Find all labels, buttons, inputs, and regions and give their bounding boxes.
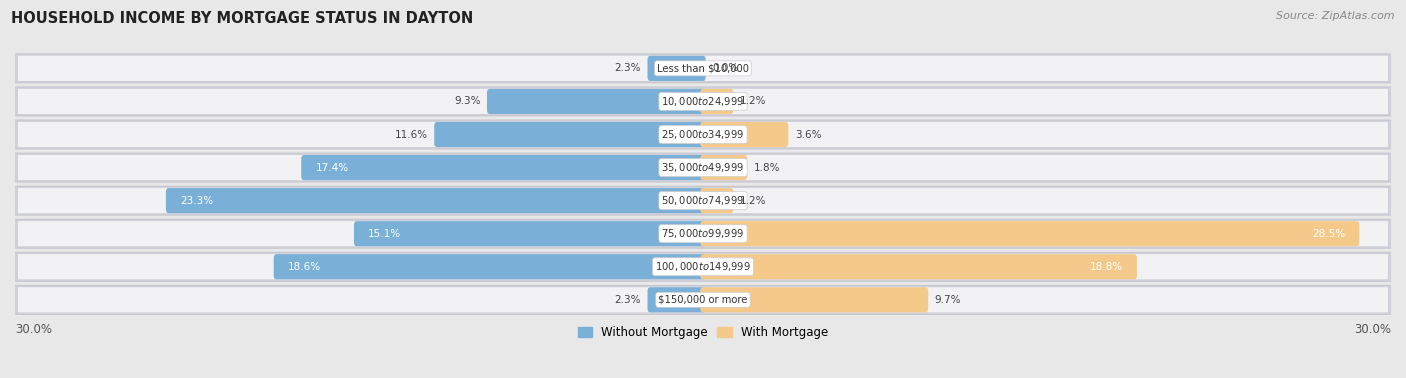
FancyBboxPatch shape <box>434 122 706 147</box>
Text: Source: ZipAtlas.com: Source: ZipAtlas.com <box>1277 11 1395 21</box>
FancyBboxPatch shape <box>14 87 1392 116</box>
Text: 1.2%: 1.2% <box>740 96 766 107</box>
Text: HOUSEHOLD INCOME BY MORTGAGE STATUS IN DAYTON: HOUSEHOLD INCOME BY MORTGAGE STATUS IN D… <box>11 11 474 26</box>
Text: 30.0%: 30.0% <box>15 323 52 336</box>
FancyBboxPatch shape <box>18 254 1388 279</box>
Text: 23.3%: 23.3% <box>180 196 214 206</box>
Text: Less than $10,000: Less than $10,000 <box>657 64 749 73</box>
FancyBboxPatch shape <box>18 122 1388 147</box>
FancyBboxPatch shape <box>700 221 1360 246</box>
Text: 18.6%: 18.6% <box>288 262 321 272</box>
Text: 18.8%: 18.8% <box>1090 262 1122 272</box>
Text: 9.7%: 9.7% <box>935 295 962 305</box>
FancyBboxPatch shape <box>700 287 928 312</box>
Text: 2.3%: 2.3% <box>614 295 641 305</box>
FancyBboxPatch shape <box>486 89 706 114</box>
FancyBboxPatch shape <box>700 155 747 180</box>
Text: 11.6%: 11.6% <box>395 130 427 139</box>
FancyBboxPatch shape <box>166 188 706 213</box>
FancyBboxPatch shape <box>700 188 734 213</box>
Text: 9.3%: 9.3% <box>454 96 481 107</box>
FancyBboxPatch shape <box>14 186 1392 215</box>
Text: $10,000 to $24,999: $10,000 to $24,999 <box>661 95 745 108</box>
FancyBboxPatch shape <box>18 155 1388 180</box>
FancyBboxPatch shape <box>18 287 1388 312</box>
FancyBboxPatch shape <box>18 89 1388 114</box>
Text: 15.1%: 15.1% <box>368 229 401 239</box>
FancyBboxPatch shape <box>18 221 1388 246</box>
FancyBboxPatch shape <box>14 252 1392 281</box>
Text: $100,000 to $149,999: $100,000 to $149,999 <box>655 260 751 273</box>
Text: $50,000 to $74,999: $50,000 to $74,999 <box>661 194 745 207</box>
FancyBboxPatch shape <box>14 54 1392 83</box>
FancyBboxPatch shape <box>14 153 1392 182</box>
Text: 0.0%: 0.0% <box>713 64 738 73</box>
Text: 30.0%: 30.0% <box>1354 323 1391 336</box>
FancyBboxPatch shape <box>700 254 1137 279</box>
FancyBboxPatch shape <box>648 56 706 81</box>
FancyBboxPatch shape <box>18 188 1388 213</box>
Text: 3.6%: 3.6% <box>794 130 821 139</box>
FancyBboxPatch shape <box>354 221 706 246</box>
FancyBboxPatch shape <box>14 285 1392 314</box>
FancyBboxPatch shape <box>14 219 1392 248</box>
FancyBboxPatch shape <box>18 56 1388 81</box>
FancyBboxPatch shape <box>648 287 706 312</box>
Text: 2.3%: 2.3% <box>614 64 641 73</box>
FancyBboxPatch shape <box>700 89 734 114</box>
FancyBboxPatch shape <box>274 254 706 279</box>
Text: $25,000 to $34,999: $25,000 to $34,999 <box>661 128 745 141</box>
Text: $35,000 to $49,999: $35,000 to $49,999 <box>661 161 745 174</box>
FancyBboxPatch shape <box>14 120 1392 149</box>
Text: 1.8%: 1.8% <box>754 163 780 173</box>
Text: 17.4%: 17.4% <box>315 163 349 173</box>
FancyBboxPatch shape <box>301 155 706 180</box>
Text: 1.2%: 1.2% <box>740 196 766 206</box>
FancyBboxPatch shape <box>700 122 789 147</box>
Legend: Without Mortgage, With Mortgage: Without Mortgage, With Mortgage <box>578 326 828 339</box>
Text: $75,000 to $99,999: $75,000 to $99,999 <box>661 227 745 240</box>
Text: 28.5%: 28.5% <box>1312 229 1346 239</box>
Text: $150,000 or more: $150,000 or more <box>658 295 748 305</box>
